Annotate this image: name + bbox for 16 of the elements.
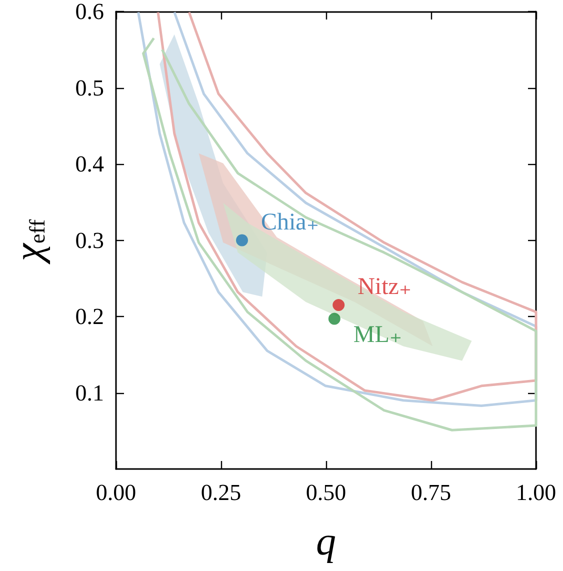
y-tick-label: 0.3 (75, 228, 104, 253)
y-tick-label: 0.1 (75, 380, 104, 406)
x-tick-label: 0.50 (306, 480, 346, 505)
y-tick-label: 0.2 (75, 304, 104, 329)
x-tick-label: 1.00 (516, 480, 556, 505)
x-tick-label: 0.25 (200, 480, 242, 505)
y-tick-label: 0.6 (75, 0, 104, 24)
y-axis-title: χeff (6, 218, 50, 266)
x-axis-title: q (316, 518, 336, 564)
series-label: Chia₊ (261, 209, 319, 236)
x-tick-label: 0.00 (96, 480, 136, 505)
series-label: ML₊ (353, 322, 402, 348)
x-tick-label: 0.75 (410, 480, 452, 505)
series-label: Nitz₊ (358, 274, 412, 300)
y-tick-label: 0.5 (75, 75, 104, 100)
y-tick-label: 0.4 (75, 152, 104, 176)
